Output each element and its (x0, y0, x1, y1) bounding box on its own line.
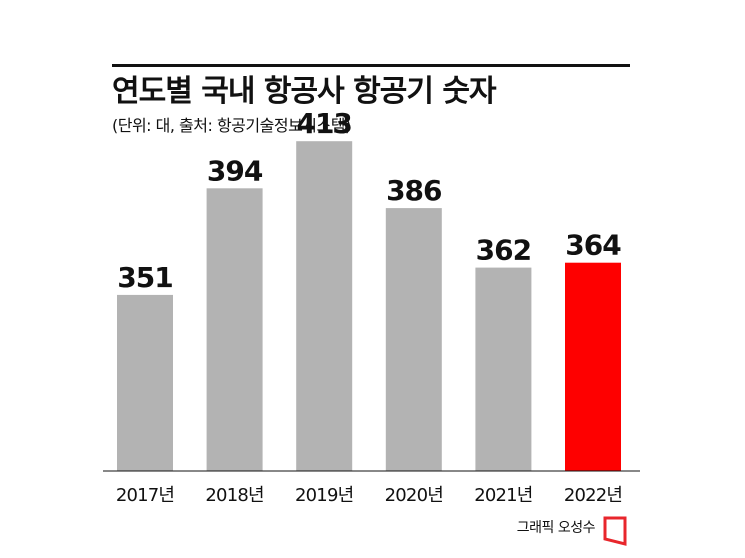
x-tick-label-2018년: 2018년 (205, 485, 263, 506)
x-tick-label-2019년: 2019년 (295, 485, 353, 506)
value-label-2017년: 351 (117, 261, 172, 294)
bar-2020년 (385, 208, 442, 471)
credit-text: 그래픽 오성수 (516, 520, 596, 536)
bars-group: 351 394 413 386 362 364 (117, 107, 622, 472)
x-tick-label-2022년: 2022년 (564, 485, 622, 506)
bar-2022년 (565, 262, 621, 471)
value-label-2018년: 394 (207, 154, 263, 187)
x-tick-label-2021년: 2021년 (474, 485, 532, 506)
bar-2018년 (206, 188, 263, 472)
bar-2021년 (475, 267, 532, 471)
publisher-logo-icon (603, 516, 627, 546)
chart-subtitle: (단위: 대, 출처: 항공기술정보시스템) (112, 116, 351, 135)
top-rule (112, 64, 630, 67)
bar-2019년 (296, 141, 353, 471)
tick-labels-group: 2017년 2018년 2019년 2020년 2021년 2022년 (116, 485, 623, 506)
x-tick-label-2017년: 2017년 (116, 485, 174, 506)
value-label-2019년: 413 (296, 107, 351, 140)
value-label-2020년: 386 (386, 174, 441, 207)
chart-title: 연도별 국내 항공사 항공기 숫자 (112, 74, 497, 109)
bar-2017년 (117, 294, 173, 471)
value-label-2021년: 362 (476, 234, 531, 267)
x-tick-label-2020년: 2020년 (385, 485, 443, 506)
value-label-2022년: 364 (565, 229, 621, 262)
